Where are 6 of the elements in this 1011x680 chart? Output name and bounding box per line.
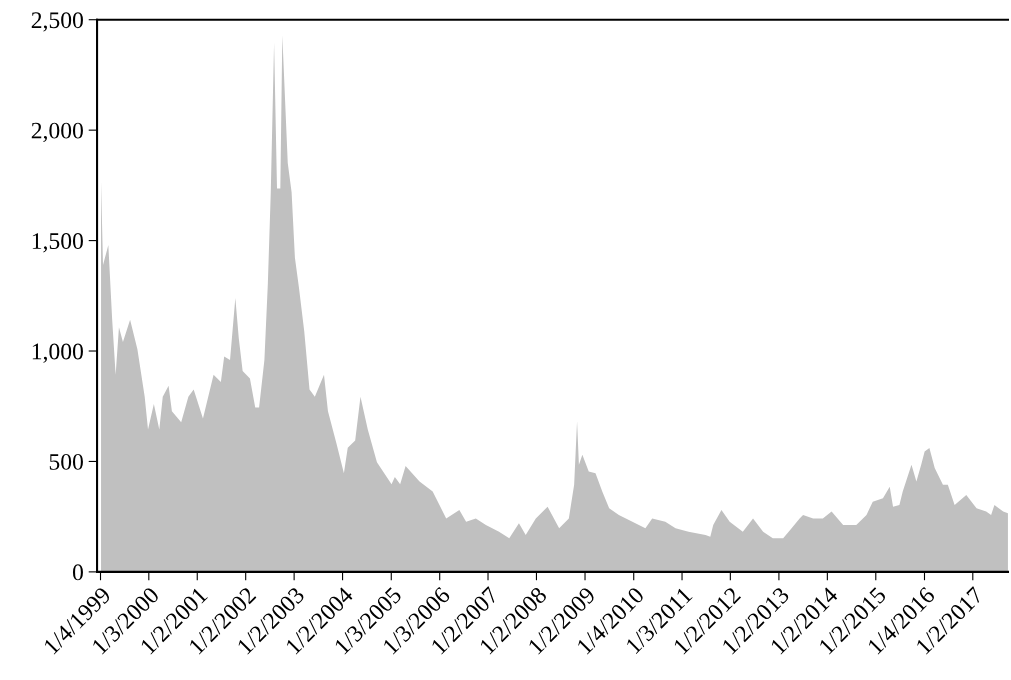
y-tick-label: 500 — [49, 453, 83, 470]
y-tick-label: 1,000 — [32, 343, 83, 363]
y-tick-label: 0 — [72, 564, 83, 581]
y-tick-label: 2,000 — [31, 122, 83, 142]
y-tick-label: 1,500 — [32, 233, 83, 253]
y-tick-label: 2,500 — [31, 12, 83, 32]
